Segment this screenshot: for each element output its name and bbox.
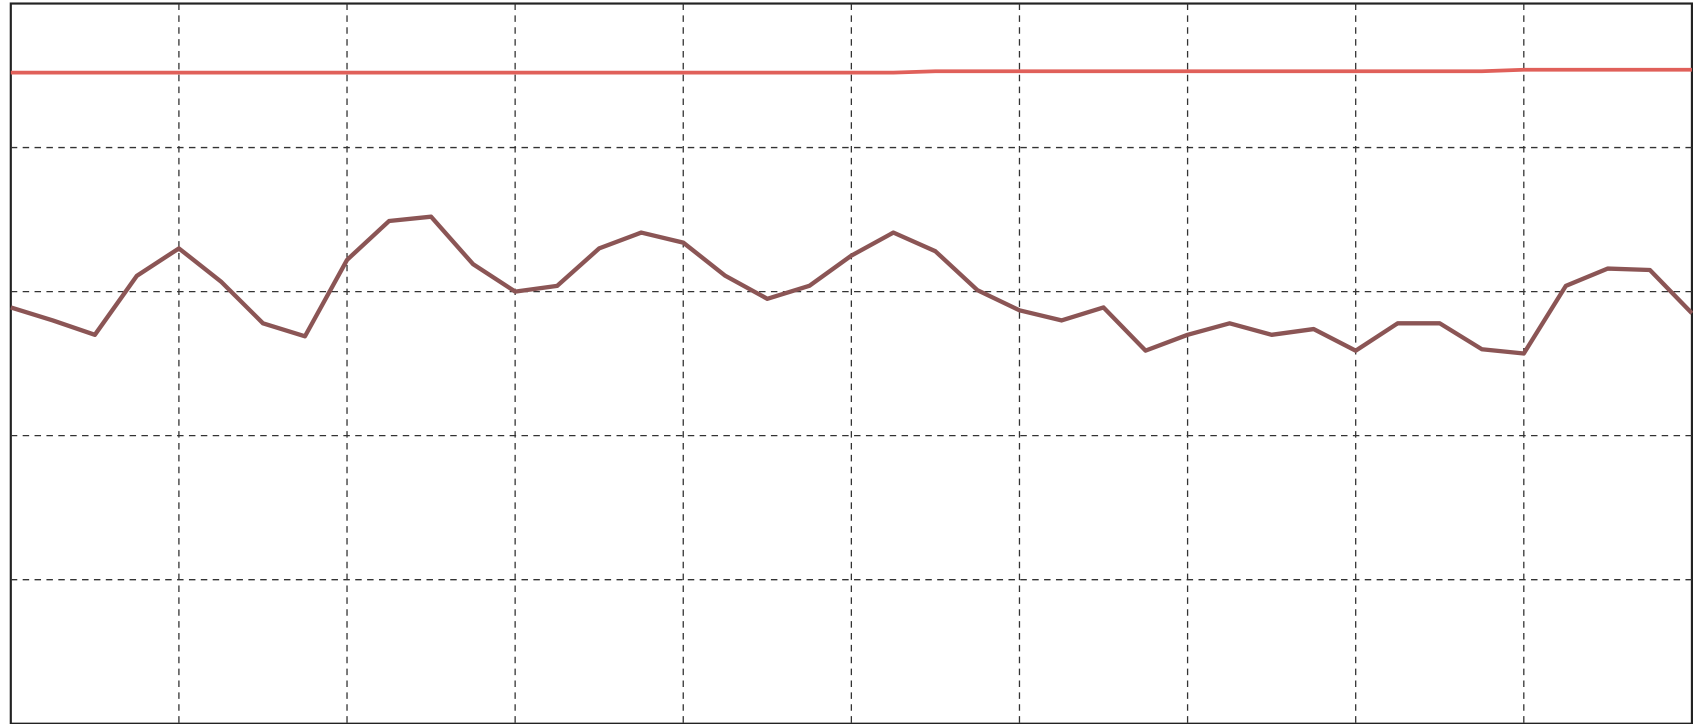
- trace-line: [10, 67, 1692, 75]
- trace-line: [10, 214, 1693, 356]
